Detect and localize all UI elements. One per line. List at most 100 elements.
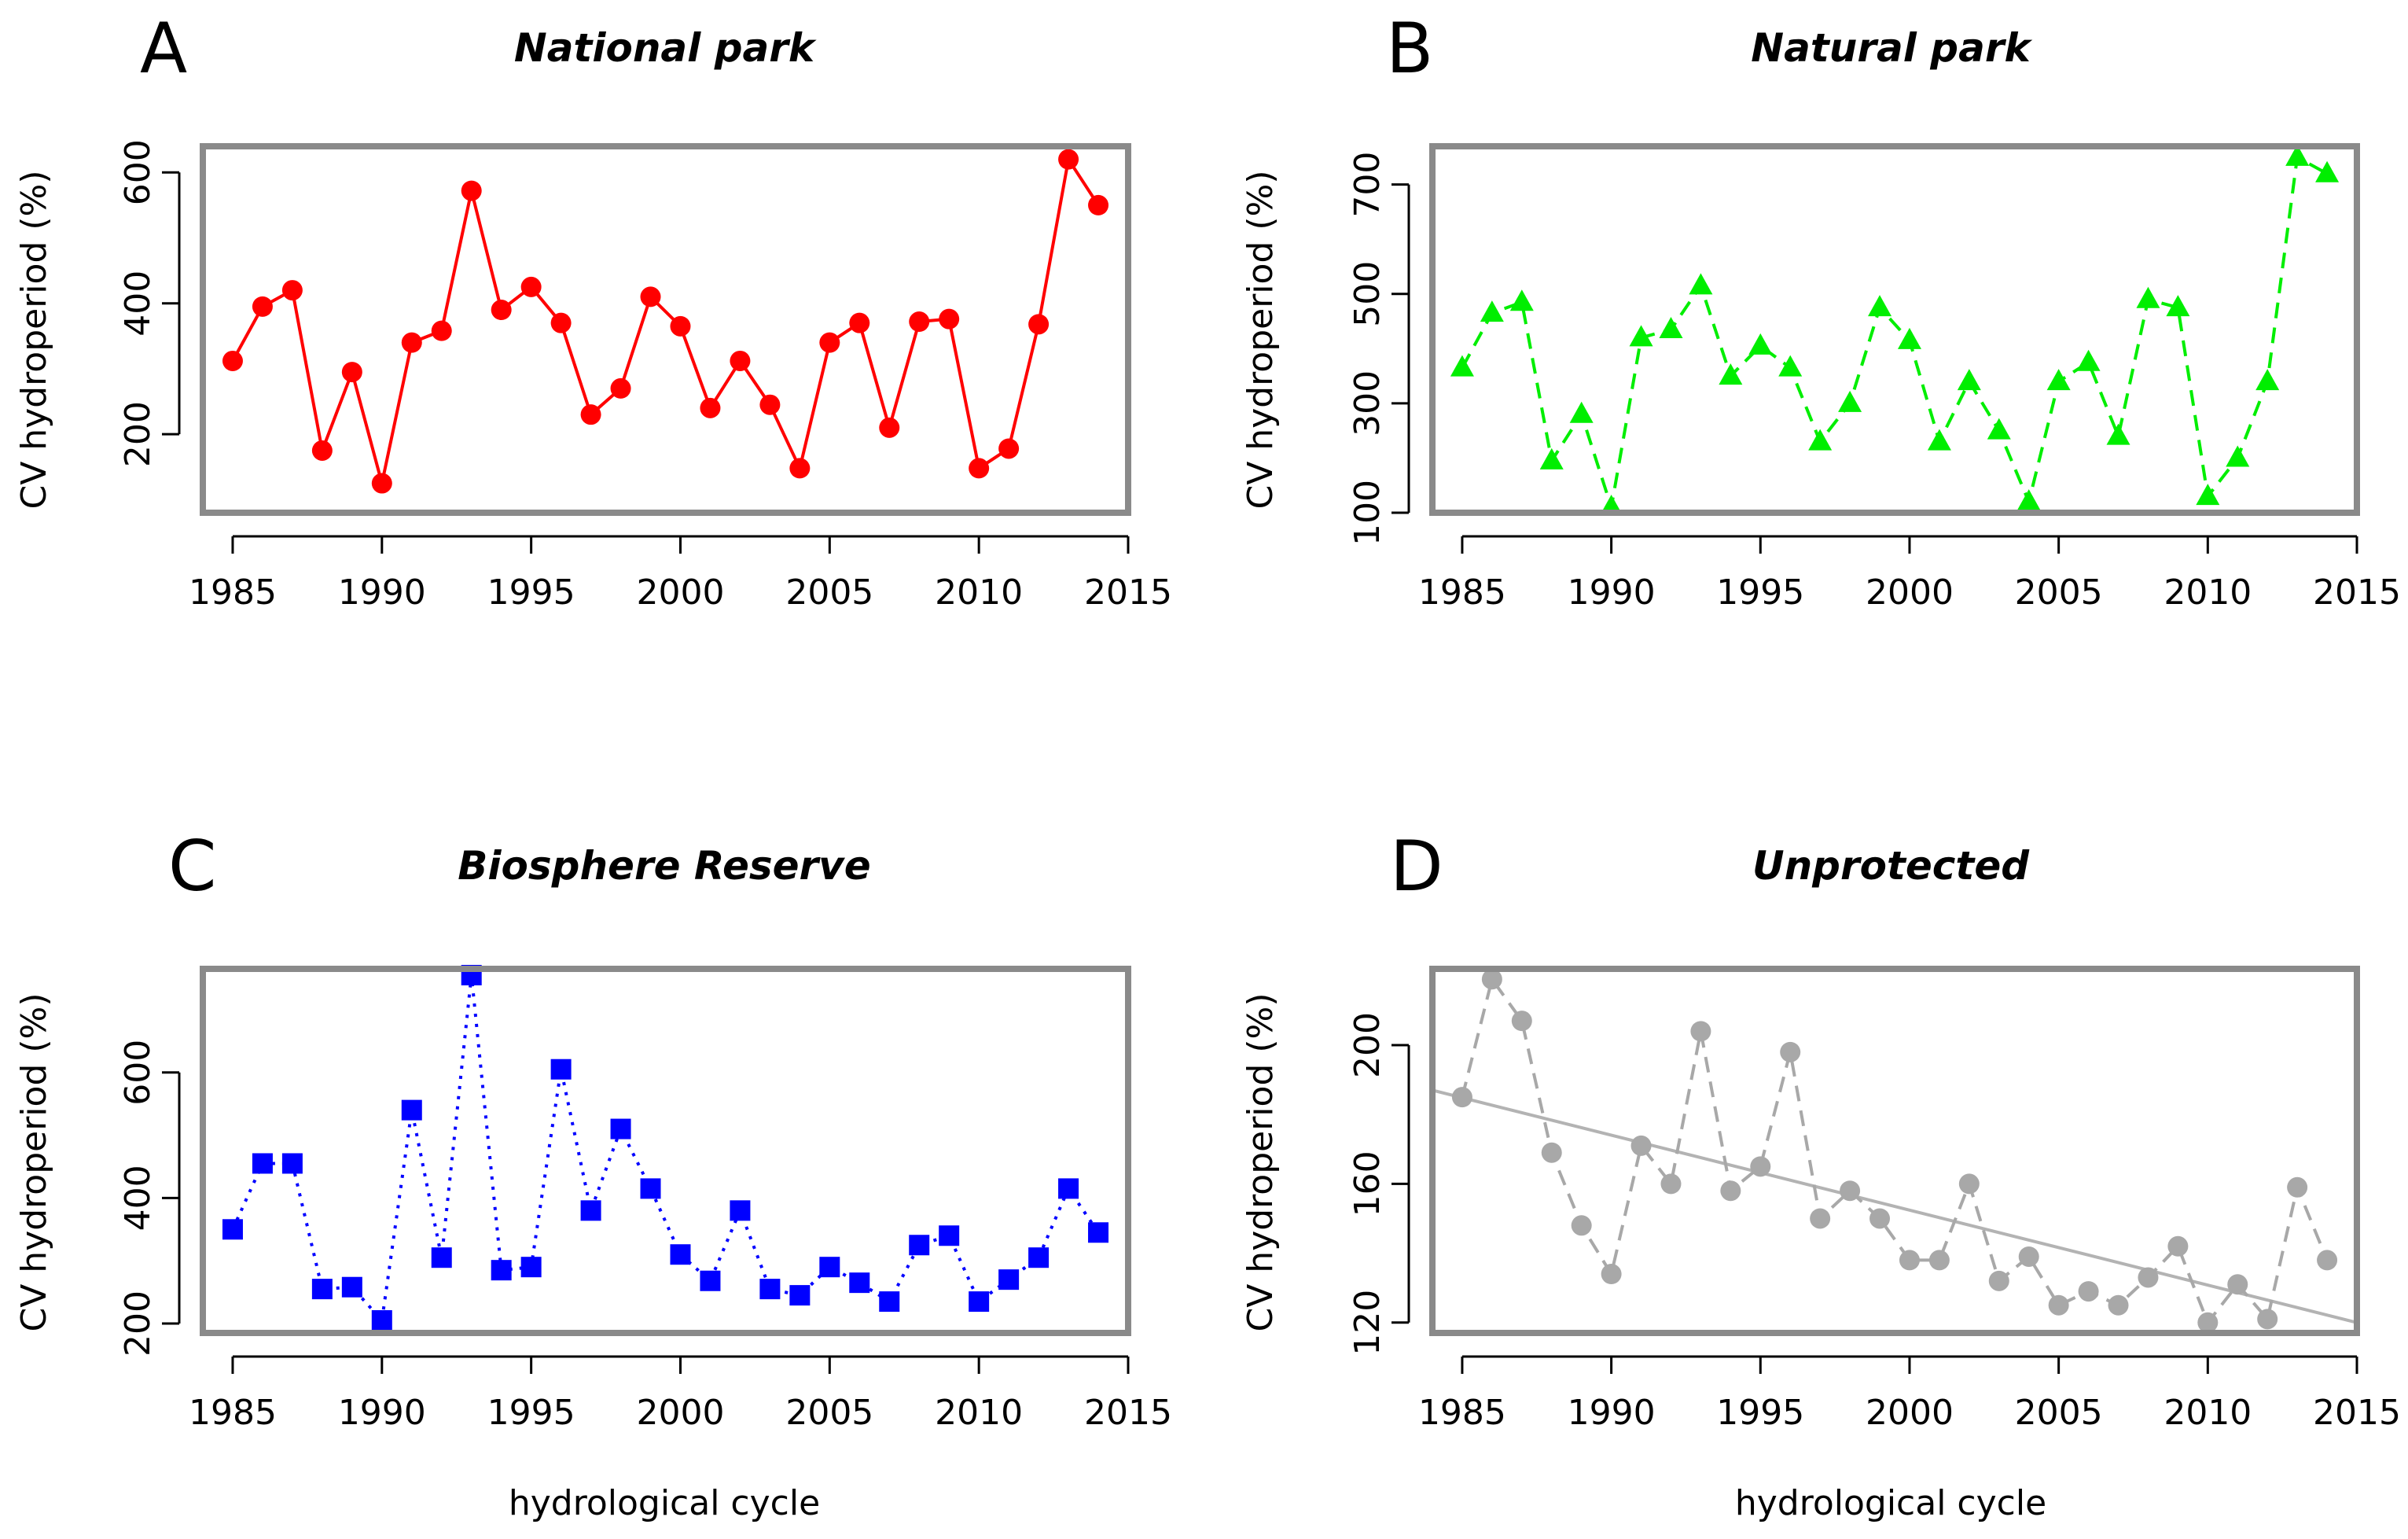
y-tick-label: 700 — [1347, 152, 1388, 218]
data-point — [1028, 314, 1050, 335]
x-tick-label: 1990 — [338, 1393, 426, 1433]
x-tick-label: 2000 — [1866, 573, 1954, 613]
data-point — [670, 315, 691, 337]
data-point — [2078, 1281, 2099, 1302]
data-point — [849, 1272, 870, 1294]
panel-letter: B — [1386, 8, 1433, 89]
data-point — [1511, 1011, 1532, 1032]
data-point — [281, 280, 303, 301]
data-point — [2257, 1309, 2278, 1330]
x-tick-label: 1995 — [487, 1393, 575, 1433]
x-tick-label: 2015 — [2313, 573, 2401, 613]
data-point — [2048, 1294, 2069, 1316]
y-axis-label: CV hydroperiod (%) — [1241, 993, 1281, 1332]
data-point — [1958, 1173, 1980, 1195]
data-point — [759, 394, 781, 415]
x-tick-label: 2010 — [935, 573, 1023, 613]
data-point — [1988, 1270, 2009, 1291]
data-point — [1690, 1021, 1711, 1042]
data-point — [431, 320, 452, 341]
data-point — [1541, 1142, 1562, 1163]
data-point — [401, 332, 422, 353]
data-point — [1088, 1222, 1109, 1243]
data-point — [491, 300, 512, 321]
data-point — [311, 1279, 333, 1300]
data-point — [2196, 484, 2220, 506]
data-point — [2227, 1274, 2248, 1295]
x-tick-label: 2005 — [2015, 1393, 2103, 1433]
data-point — [998, 1269, 1020, 1290]
data-point — [252, 296, 273, 317]
data-point — [2285, 144, 2310, 166]
data-point — [730, 350, 751, 371]
data-point — [1720, 1180, 1741, 1202]
data-point — [789, 1285, 811, 1306]
data-point — [1987, 418, 2011, 440]
series-line — [1461, 154, 2329, 508]
data-point — [1719, 363, 1743, 385]
data-point — [2315, 160, 2340, 182]
data-point — [1810, 1208, 1831, 1229]
panel-a: A National park CV hydroperiod (%) 1985 1… — [14, 8, 1172, 613]
x-tick-label: 2005 — [2015, 573, 2103, 613]
data-point — [819, 1257, 840, 1278]
data-point — [550, 1059, 572, 1080]
data-point — [1028, 1247, 1050, 1268]
series-line — [231, 155, 1100, 484]
data-point — [1957, 369, 1981, 391]
data-point — [1808, 429, 1833, 451]
chart-title: Natural park — [1751, 25, 2032, 71]
data-point — [1927, 429, 1951, 451]
y-tick-label: 200 — [118, 401, 158, 467]
data-point — [1928, 1250, 1950, 1271]
data-point — [1601, 1264, 1622, 1285]
data-point — [2108, 1294, 2129, 1316]
data-point — [789, 458, 811, 479]
data-point — [371, 473, 392, 494]
data-point — [1748, 333, 1773, 355]
data-point — [520, 1257, 542, 1278]
data-point — [1899, 1250, 1920, 1271]
chart-title: National park — [514, 25, 817, 71]
panel-letter: A — [140, 8, 187, 89]
data-point — [1480, 300, 1504, 322]
y-axis-label: CV hydroperiod (%) — [1241, 171, 1281, 510]
data-point — [281, 1153, 303, 1174]
data-point — [700, 397, 721, 418]
panel-letter: D — [1390, 826, 1443, 907]
data-point — [520, 276, 542, 297]
data-point — [341, 362, 362, 383]
data-point — [550, 312, 572, 333]
data-point — [2167, 1235, 2189, 1257]
data-point — [1897, 327, 1921, 349]
x-tick-label: 2005 — [785, 1393, 873, 1433]
x-tick-label: 2005 — [785, 573, 873, 613]
x-tick-label: 2010 — [2164, 1393, 2252, 1433]
data-point — [252, 1153, 273, 1174]
x-axis-label: hydrological cycle — [1735, 1483, 2046, 1523]
plot-frame — [200, 143, 1131, 516]
data-point — [879, 1291, 900, 1313]
y-tick-label: 600 — [118, 139, 158, 205]
data-point — [610, 1118, 631, 1140]
data-point — [640, 286, 661, 307]
x-tick-label: 1985 — [189, 573, 277, 613]
chart-title: Unprotected — [1752, 843, 2030, 889]
data-point — [2136, 286, 2160, 308]
data-point — [1571, 1215, 1592, 1236]
data-point — [909, 311, 930, 333]
data-point — [580, 404, 601, 425]
data-point — [879, 417, 900, 438]
data-point — [1868, 295, 1892, 317]
data-point — [341, 1276, 362, 1298]
data-point — [849, 312, 870, 333]
data-point — [998, 438, 1020, 459]
x-axis-label: hydrological cycle — [509, 1483, 820, 1523]
y-tick-label: 400 — [118, 1165, 158, 1231]
x-tick-label: 1985 — [1418, 1393, 1506, 1433]
data-point — [1569, 401, 1594, 423]
data-point — [610, 377, 631, 399]
data-point — [431, 1247, 452, 1268]
x-tick-label: 1995 — [1716, 573, 1804, 613]
